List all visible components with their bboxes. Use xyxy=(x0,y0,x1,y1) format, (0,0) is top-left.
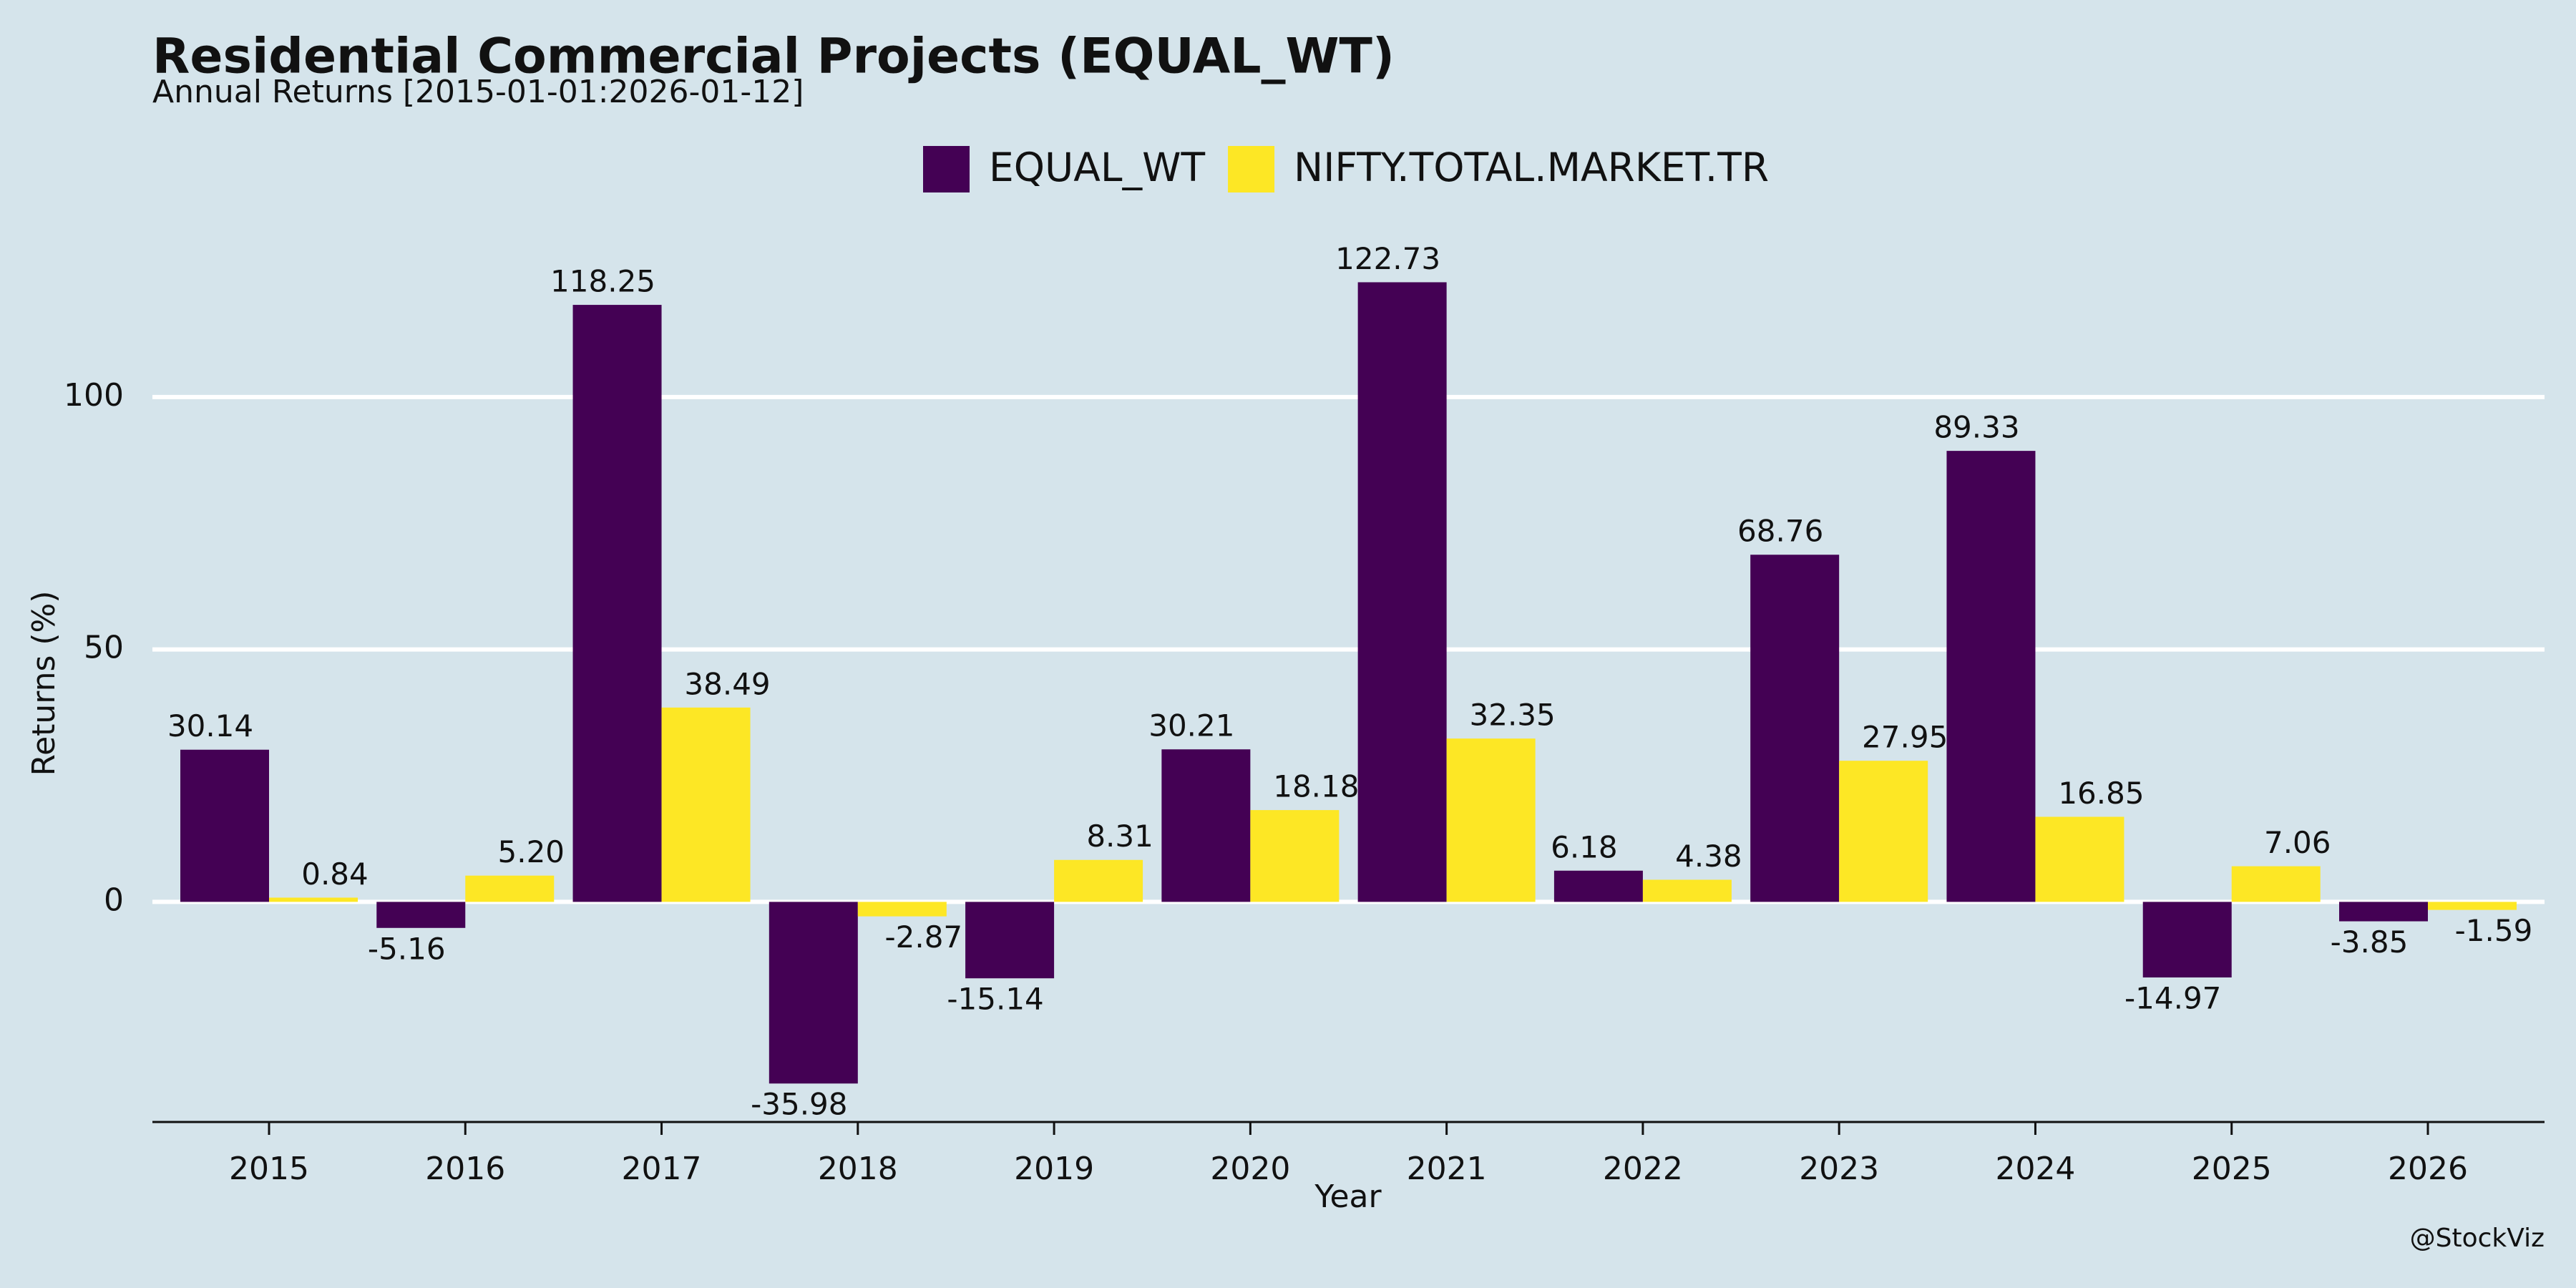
data-label: -3.85 xyxy=(2331,924,2409,960)
x-tick-label: 2020 xyxy=(1210,1151,1290,1187)
credit: @StockViz xyxy=(2410,1224,2545,1253)
bar xyxy=(2428,902,2517,910)
data-label: -2.87 xyxy=(884,919,962,955)
data-label: 32.35 xyxy=(1470,698,1556,733)
data-label: -35.98 xyxy=(751,1087,847,1122)
bar xyxy=(572,305,662,902)
data-label: 6.18 xyxy=(1551,829,1618,864)
data-label: 18.18 xyxy=(1273,769,1359,804)
bar xyxy=(465,875,555,902)
data-label: -15.14 xyxy=(947,982,1043,1017)
y-tick-label: 100 xyxy=(64,377,124,414)
data-label: 122.73 xyxy=(1335,241,1440,276)
data-label: 5.20 xyxy=(498,834,565,869)
bar xyxy=(857,902,947,917)
data-label: -5.16 xyxy=(368,931,446,966)
data-label: 8.31 xyxy=(1086,819,1153,854)
bar xyxy=(1250,810,1340,902)
data-label: 118.25 xyxy=(550,264,655,299)
bar xyxy=(769,902,858,1084)
bar xyxy=(376,902,466,928)
chart-subtitle: Annual Returns [2015-01-01:2026-01-12] xyxy=(152,74,804,110)
bar xyxy=(2035,816,2124,902)
legend-label: EQUAL_WT xyxy=(989,145,1205,190)
x-tick-label: 2021 xyxy=(1407,1151,1487,1187)
bar xyxy=(1054,859,1143,902)
data-label: 0.84 xyxy=(301,857,369,892)
data-label: 16.85 xyxy=(2058,776,2144,811)
bar xyxy=(180,749,269,902)
data-label: 7.06 xyxy=(2264,825,2331,860)
bar xyxy=(1642,879,1732,902)
x-tick-label: 2024 xyxy=(1995,1151,2075,1187)
bar xyxy=(661,707,751,902)
data-label: 27.95 xyxy=(1862,720,1948,755)
bar xyxy=(1946,451,2036,902)
bar xyxy=(1446,738,1536,902)
bar xyxy=(1839,761,1928,902)
y-axis-label: Returns (%) xyxy=(26,590,62,776)
bar xyxy=(965,902,1055,979)
bar xyxy=(2339,902,2428,922)
bar xyxy=(1553,870,1643,902)
bar xyxy=(2142,902,2232,978)
data-label: 30.21 xyxy=(1148,708,1234,743)
bar xyxy=(1357,282,1447,902)
x-axis-label: Year xyxy=(1314,1179,1382,1215)
y-tick-label: 0 xyxy=(104,882,124,918)
legend-label: NIFTY.TOTAL.MARKET.TR xyxy=(1294,145,1769,190)
bar xyxy=(269,897,358,902)
legend-swatch xyxy=(1228,146,1275,192)
data-label: -14.97 xyxy=(2124,981,2221,1016)
x-tick-label: 2023 xyxy=(1799,1151,1879,1187)
data-label: 30.14 xyxy=(167,708,253,743)
bar xyxy=(1750,555,1840,902)
x-tick-label: 2016 xyxy=(425,1151,505,1187)
data-label: 4.38 xyxy=(1675,839,1742,874)
x-tick-label: 2019 xyxy=(1014,1151,1094,1187)
data-label: 68.76 xyxy=(1737,514,1823,549)
x-tick-label: 2025 xyxy=(2192,1151,2272,1187)
chart-title: Residential Commercial Projects (EQUAL_W… xyxy=(152,29,1395,85)
data-label: -1.59 xyxy=(2455,913,2533,948)
data-label: 89.33 xyxy=(1933,410,2019,445)
x-tick-label: 2018 xyxy=(818,1151,898,1187)
x-tick-label: 2022 xyxy=(1603,1151,1683,1187)
y-tick-label: 50 xyxy=(84,630,124,666)
bar xyxy=(2231,866,2321,902)
bar xyxy=(1161,749,1251,902)
x-tick-label: 2015 xyxy=(229,1151,309,1187)
legend-swatch xyxy=(923,146,970,192)
x-tick-label: 2017 xyxy=(622,1151,702,1187)
data-label: 38.49 xyxy=(684,666,770,701)
x-tick-label: 2026 xyxy=(2388,1151,2468,1187)
